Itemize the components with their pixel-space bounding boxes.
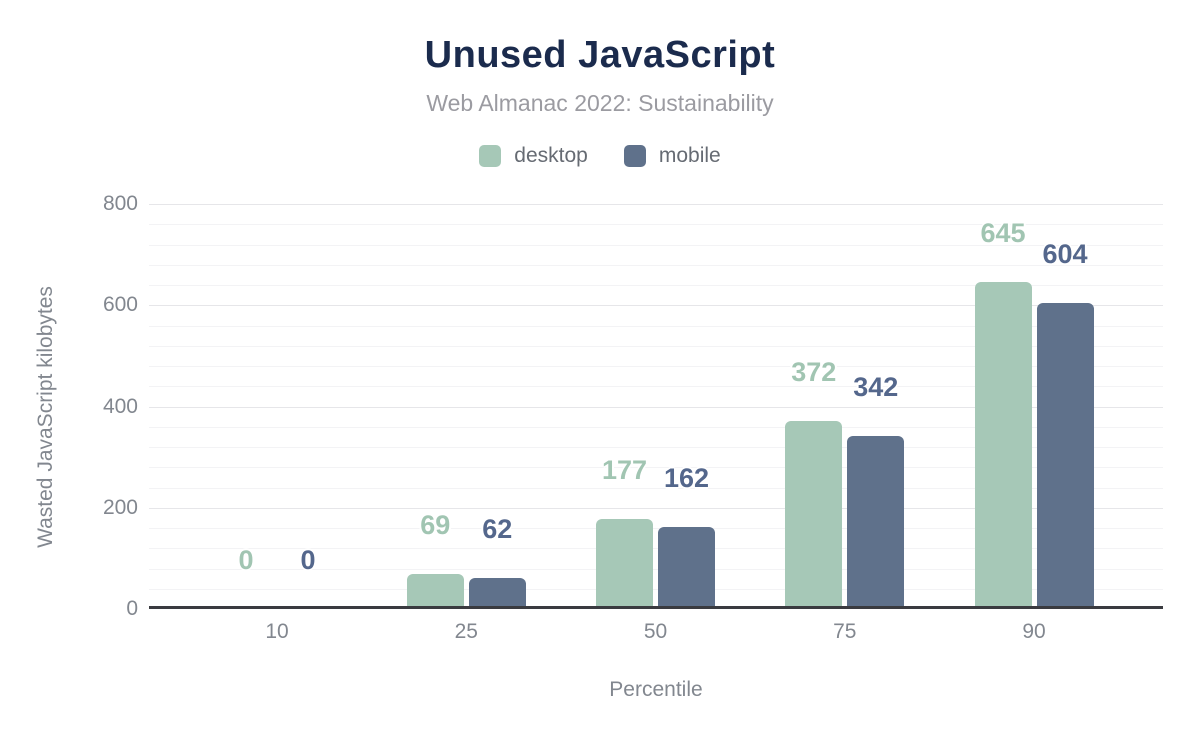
- gridline-minor: [149, 366, 1163, 367]
- gridline-minor: [149, 245, 1163, 246]
- chart-subtitle: Web Almanac 2022: Sustainability: [426, 90, 774, 116]
- gridline-minor: [149, 467, 1163, 468]
- y-tick-label: 800: [102, 192, 138, 215]
- value-label-desktop-75: 372: [791, 356, 837, 387]
- bar-desktop-25: [406, 574, 464, 609]
- chart-title: Unused JavaScript: [424, 34, 776, 76]
- gridline-major: [149, 305, 1163, 306]
- x-tick-label: 10: [265, 620, 289, 643]
- value-label-mobile-90: 604: [1042, 239, 1088, 270]
- legend-item-mobile: mobile: [623, 144, 721, 168]
- value-label-desktop-10: 0: [238, 545, 254, 575]
- y-tick-label: 0: [126, 597, 138, 620]
- x-tick-label: 90: [1022, 620, 1046, 643]
- legend-label-mobile: mobile: [658, 144, 721, 167]
- gridline-minor: [149, 488, 1163, 489]
- gridline-minor: [149, 224, 1163, 225]
- legend-swatch-desktop: [479, 145, 502, 167]
- value-label-mobile-75: 342: [853, 371, 899, 402]
- legend-item-desktop: desktop: [479, 144, 588, 168]
- gridline-minor: [149, 548, 1163, 549]
- y-tick-label: 600: [102, 293, 138, 317]
- gridline-minor: [149, 326, 1163, 327]
- value-label-desktop-25: 69: [420, 510, 451, 541]
- legend-label-desktop: desktop: [514, 144, 588, 167]
- value-label-mobile-10: 0: [300, 545, 316, 575]
- gridline-minor: [149, 285, 1163, 286]
- bar-desktop-90: [974, 282, 1032, 609]
- bar-mobile-90: [1036, 303, 1094, 609]
- x-tick-label: 50: [643, 620, 668, 643]
- value-label-desktop-50: 177: [601, 455, 648, 486]
- value-label-mobile-25: 62: [482, 513, 513, 544]
- x-axis-title: Percentile: [609, 678, 703, 701]
- bar-mobile-25: [468, 577, 526, 609]
- gridline-minor: [149, 427, 1163, 428]
- x-tick-label: 25: [454, 620, 478, 643]
- gridline-minor: [149, 589, 1163, 590]
- y-tick-label: 200: [102, 495, 138, 519]
- gridline-major: [149, 508, 1163, 509]
- gridline-minor: [149, 447, 1163, 448]
- bar-mobile-75: [847, 435, 905, 609]
- y-axis-title: Wasted JavaScript kilobytes: [34, 286, 57, 548]
- bar-desktop-50: [596, 519, 653, 609]
- gridline-minor: [149, 265, 1163, 266]
- gridline-major: [149, 204, 1163, 205]
- bar-desktop-75: [785, 420, 843, 609]
- gridline-minor: [149, 569, 1163, 570]
- gridline-minor: [149, 346, 1163, 347]
- legend-swatch-mobile: [623, 145, 646, 167]
- gridline-minor: [149, 386, 1163, 387]
- value-label-mobile-50: 162: [663, 462, 710, 493]
- x-tick-label: 75: [833, 620, 857, 643]
- value-label-desktop-90: 645: [980, 218, 1026, 249]
- x-axis-line: [149, 606, 1163, 609]
- gridline-minor: [149, 528, 1163, 529]
- bar-mobile-50: [658, 526, 715, 609]
- y-tick-label: 400: [102, 394, 138, 418]
- legend: desktop mobile: [0, 144, 1200, 168]
- gridline-major: [149, 407, 1163, 408]
